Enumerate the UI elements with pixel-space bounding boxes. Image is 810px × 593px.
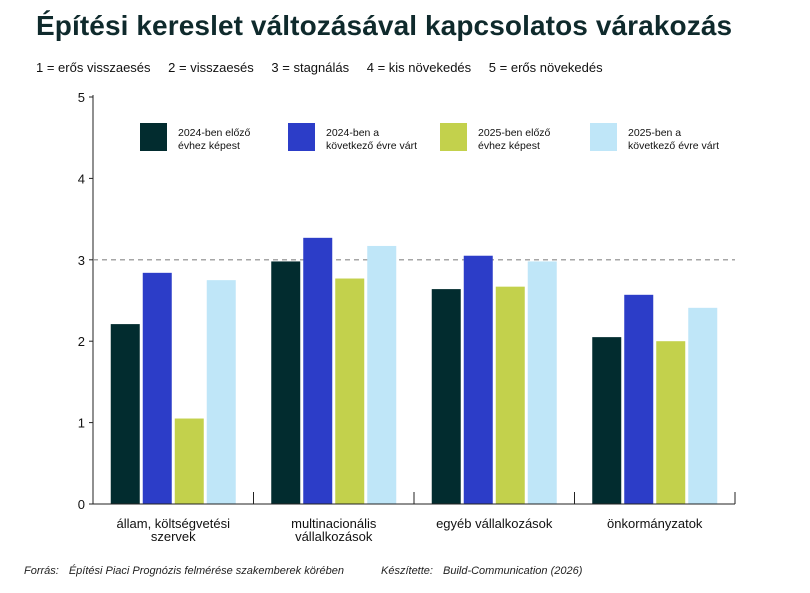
legend-label: 2024-ben előző	[178, 127, 251, 139]
y-tick-label: 3	[78, 253, 85, 268]
x-tick-label: szervek	[151, 529, 196, 544]
scale-item: 4 = kis növekedés	[366, 60, 472, 75]
bar	[624, 294, 654, 504]
legend-label: 2025-ben a	[628, 127, 681, 139]
scale-item: 2 = visszaesés	[168, 60, 254, 75]
source-note: Forrás: Építési Piaci Prognózis felmérése…	[24, 565, 344, 577]
scale-legend: 1 = erős visszaesés 2 = visszaesés 3 = s…	[36, 60, 617, 75]
x-tick-label: állam, költségvetési	[117, 516, 231, 531]
legend-label: évhez képest	[478, 140, 540, 152]
y-tick-label: 5	[78, 90, 85, 105]
bar	[367, 245, 397, 504]
x-tick-label: önkormányzatok	[607, 516, 703, 531]
author-label: Készítette:	[381, 565, 433, 577]
y-tick-label: 4	[78, 171, 85, 186]
bar	[335, 278, 365, 504]
scale-item: 1 = erős visszaesés	[36, 60, 151, 75]
x-tick-label: multinacionális	[291, 516, 377, 531]
legend-label: 2024-ben a	[326, 127, 379, 139]
author-note: Készítette: Build-Communication (2026)	[381, 565, 582, 577]
legend-swatch	[440, 123, 467, 151]
bar	[110, 324, 140, 504]
chart-title: Építési kereslet változásával kapcsolato…	[36, 10, 733, 41]
bar	[495, 286, 525, 504]
legend-label: következő évre várt	[628, 140, 719, 152]
bar	[656, 341, 686, 504]
y-tick-label: 0	[78, 497, 85, 512]
x-tick-label: egyéb vállalkozások	[436, 516, 553, 531]
source-label: Forrás:	[24, 565, 59, 577]
bar	[688, 307, 718, 504]
bar	[142, 272, 172, 504]
legend-swatch	[288, 123, 315, 151]
scale-item: 5 = erős növekedés	[488, 60, 603, 75]
legend-swatch	[590, 123, 617, 151]
bar	[206, 280, 236, 504]
bar	[463, 255, 493, 504]
y-tick-label: 1	[78, 416, 85, 431]
legend-label: évhez képest	[178, 140, 240, 152]
bar	[303, 237, 333, 504]
y-tick-label: 2	[78, 334, 85, 349]
bar	[431, 289, 461, 504]
legend-label: 2025-ben előző	[478, 127, 551, 139]
author-text: Build-Communication (2026)	[442, 565, 583, 577]
legend-swatch	[140, 123, 167, 151]
x-tick-label: vállalkozások	[295, 529, 373, 544]
bar	[592, 337, 622, 504]
source-text: Építési Piaci Prognózis felmérése szakem…	[68, 565, 344, 577]
bar	[174, 418, 204, 504]
scale-item: 3 = stagnálás	[271, 60, 350, 75]
bar	[271, 261, 301, 504]
legend-label: következő évre várt	[326, 140, 417, 152]
bar	[527, 261, 557, 504]
